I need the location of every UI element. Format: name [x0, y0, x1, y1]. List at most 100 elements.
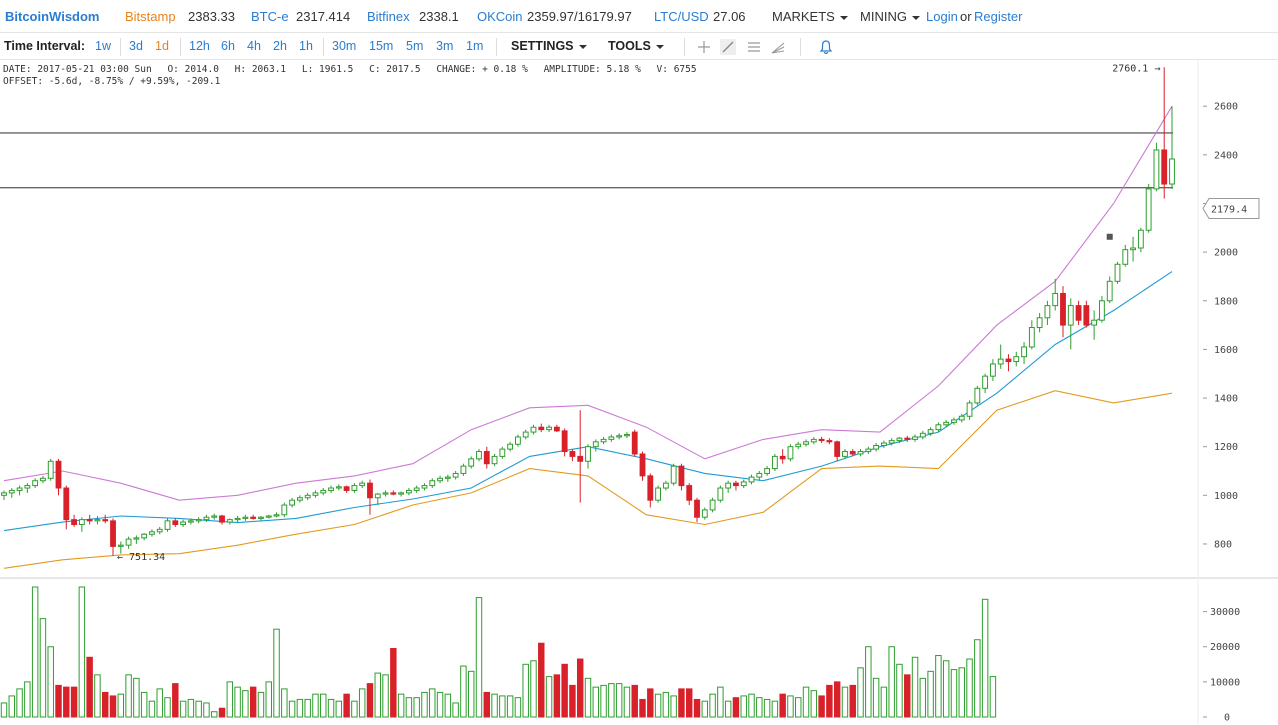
bell-icon[interactable] — [818, 39, 834, 55]
interval-2h[interactable]: 2h — [273, 39, 287, 53]
horizontal-lines-icon[interactable] — [746, 39, 762, 55]
candle-body — [787, 446, 794, 460]
volume-bar — [125, 674, 132, 718]
candle-body — [569, 451, 576, 457]
candle-body — [382, 492, 389, 495]
price-chart[interactable]: 800 1000 1200 1400 1600 1800 2000 2400 2600 2179.… — [0, 60, 1278, 725]
candle-body — [320, 489, 327, 494]
volume-bar — [545, 676, 553, 718]
candle-body — [826, 440, 833, 443]
candle-body — [219, 515, 225, 523]
candle-body — [452, 472, 459, 478]
interval-30m[interactable]: 30m — [332, 39, 357, 53]
y-axis-label: 2600 — [1214, 102, 1238, 113]
volume-bar — [833, 681, 841, 718]
candle-body — [195, 519, 202, 522]
interval-1m[interactable]: 1m — [466, 39, 484, 53]
volume-bar — [576, 658, 584, 718]
market-bitstamp-price: 2383.33 — [188, 9, 235, 24]
interval-1d[interactable]: 1d — [155, 39, 169, 53]
settings-menu[interactable]: SETTINGS — [511, 39, 587, 53]
candle-body — [1083, 305, 1090, 326]
high-annotation: 2760.1 → — [1112, 63, 1160, 74]
info-high: H: 2063.1 — [234, 64, 287, 75]
candle-body — [1036, 317, 1043, 329]
candle-body — [842, 451, 848, 457]
market-bitfinex-name[interactable]: Bitfinex — [367, 9, 410, 24]
register-link[interactable]: Register — [974, 9, 1023, 24]
offset-info-line: OFFSET: -5.6d, -8.75% / +9.59%, -209.1 — [3, 76, 220, 87]
interval-1h[interactable]: 1h — [299, 39, 313, 53]
info-amplitude: AMPLITUDE: 5.18 % — [543, 64, 641, 75]
volume-bar — [888, 646, 895, 718]
candle-body — [133, 537, 140, 540]
market-btce-name[interactable]: BTC-e — [251, 9, 289, 24]
candle-body — [733, 482, 739, 487]
volume-bar — [148, 700, 156, 718]
info-date: DATE: 2017-05-21 03:00 Sun — [3, 64, 152, 75]
candle-body — [1044, 305, 1051, 319]
volume-bar — [218, 707, 226, 718]
volume-bar — [857, 667, 864, 718]
login-link[interactable]: Login — [926, 9, 958, 24]
candle-body — [491, 455, 498, 465]
candle-body — [608, 436, 615, 440]
brand-logo[interactable]: BitcoinWisdom — [5, 9, 100, 24]
markets-menu-label: MARKETS — [772, 9, 835, 24]
interval-1w[interactable]: 1w — [95, 39, 111, 53]
volume-bar — [756, 697, 763, 718]
price-tag — [1202, 197, 1260, 219]
market-bitstamp-name[interactable]: Bitstamp — [125, 9, 176, 24]
candle-body — [476, 451, 482, 460]
interval-4h[interactable]: 4h — [247, 39, 261, 53]
markets-menu[interactable]: MARKETS — [772, 9, 848, 24]
volume-bar — [942, 660, 950, 718]
volume-bar — [343, 693, 350, 718]
candle-body — [982, 375, 989, 389]
tools-menu[interactable]: TOOLS — [608, 39, 664, 53]
candle-body — [709, 499, 716, 511]
candle-body — [686, 485, 693, 501]
interval-6h[interactable]: 6h — [221, 39, 235, 53]
volume-bar — [732, 697, 740, 718]
candle-body — [55, 460, 62, 489]
candle-body — [211, 515, 218, 518]
candle-body — [47, 460, 54, 479]
candle-body — [935, 424, 942, 431]
interval-15m[interactable]: 15m — [369, 39, 394, 53]
volume-bar — [429, 688, 436, 718]
volume-bar — [911, 656, 919, 718]
interval-5m[interactable]: 5m — [406, 39, 424, 53]
candle-body — [585, 446, 591, 462]
fan-tool-icon[interactable] — [770, 39, 786, 55]
volume-bar — [382, 674, 389, 718]
candle-body — [896, 437, 903, 442]
market-ltcusd-name[interactable]: LTC/USD — [654, 9, 709, 24]
divider — [800, 38, 801, 56]
interval-3m[interactable]: 3m — [436, 39, 454, 53]
chevron-down-icon — [578, 44, 587, 49]
volume-axis-label: 10000 — [1210, 677, 1240, 688]
volume-bar — [561, 663, 568, 718]
volume-bar — [288, 700, 296, 718]
crosshair-icon[interactable] — [696, 39, 712, 55]
interval-12h[interactable]: 12h — [189, 39, 210, 53]
candle-body — [304, 494, 311, 499]
volume-bar — [70, 686, 78, 718]
candle-body — [367, 482, 373, 499]
candle-body — [546, 426, 552, 431]
volume-bar — [304, 698, 311, 718]
line-tool-icon[interactable] — [720, 39, 736, 55]
candle-body — [764, 468, 771, 474]
volume-bar — [102, 691, 109, 718]
volume-bar — [211, 711, 218, 718]
candle-body — [888, 440, 895, 444]
volume-bar — [405, 697, 413, 718]
candle-body — [857, 451, 864, 455]
market-okcoin-name[interactable]: OKCoin — [477, 9, 523, 24]
info-close: C: 2017.5 — [369, 64, 421, 75]
mining-menu[interactable]: MINING — [860, 9, 920, 24]
candle-body — [94, 519, 101, 522]
interval-3d[interactable]: 3d — [129, 39, 143, 53]
candle-body — [8, 489, 15, 494]
